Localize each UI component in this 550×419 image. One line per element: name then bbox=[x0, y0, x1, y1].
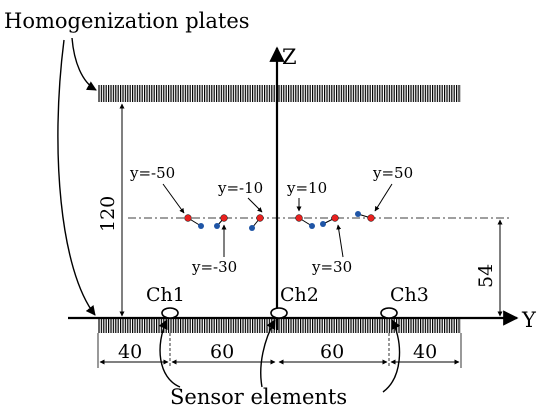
arrow-to-bottom-plate bbox=[57, 39, 96, 316]
blue-point bbox=[214, 223, 220, 229]
z-axis-label: Z bbox=[282, 45, 297, 69]
channel-label-1: Ch1 bbox=[146, 284, 185, 306]
sensor-pair-y-50 bbox=[355, 211, 375, 222]
channel-label-2: Ch2 bbox=[280, 284, 319, 306]
top-plate bbox=[98, 85, 461, 102]
sensor-pair-y-neg50 bbox=[184, 214, 204, 229]
red-point bbox=[367, 214, 375, 222]
red-point bbox=[256, 214, 264, 222]
red-point bbox=[220, 214, 228, 222]
offset-dimension-label: 54 bbox=[475, 264, 497, 288]
position-label-y-30: y=30 bbox=[311, 258, 352, 276]
sensor-leader-ch3 bbox=[382, 319, 401, 393]
sensor-leader-ch1 bbox=[158, 319, 181, 388]
sensor-pair-y-neg30 bbox=[214, 214, 228, 229]
leader-y-30 bbox=[336, 224, 344, 258]
position-label-y-neg10: y=-10 bbox=[217, 179, 263, 197]
red-point bbox=[295, 214, 303, 222]
leader-y-neg50 bbox=[162, 183, 185, 214]
channel-label-3: Ch3 bbox=[390, 284, 429, 306]
blue-point bbox=[249, 225, 255, 231]
blue-point bbox=[355, 211, 361, 217]
arrow-to-top-plate bbox=[71, 37, 97, 91]
sensor-pair-y-10 bbox=[295, 214, 315, 229]
blue-point bbox=[309, 223, 315, 229]
leader-y-50 bbox=[374, 183, 393, 212]
sensor-element-ch2 bbox=[270, 307, 288, 319]
red-point bbox=[331, 214, 339, 222]
plates-label: Homogenization plates bbox=[4, 9, 250, 33]
height-dimension-label: 120 bbox=[97, 196, 119, 232]
sensor-leader-ch2 bbox=[260, 319, 276, 388]
blue-point bbox=[320, 221, 326, 227]
sensor-elements-label: Sensor elements bbox=[170, 385, 347, 409]
blue-point bbox=[198, 223, 204, 229]
dim-label-mid-right: 60 bbox=[320, 341, 344, 363]
position-label-y-neg30: y=-30 bbox=[191, 258, 237, 276]
sensor-element-ch1 bbox=[161, 307, 179, 319]
dim-label-left: 40 bbox=[118, 341, 142, 363]
y-axis-label: Y bbox=[521, 308, 537, 332]
sensor-pair-y-neg10 bbox=[249, 214, 264, 231]
position-label-y-50: y=50 bbox=[372, 164, 413, 182]
red-point bbox=[184, 214, 192, 222]
position-label-y-10: y=10 bbox=[286, 179, 327, 197]
sensor-element-ch3 bbox=[380, 307, 398, 319]
dim-label-right: 40 bbox=[413, 341, 437, 363]
bottom-plate bbox=[98, 318, 461, 333]
position-label-y-neg50: y=-50 bbox=[129, 164, 175, 182]
leader-y-neg10 bbox=[247, 197, 263, 213]
sensor-pair-y-30 bbox=[320, 214, 339, 227]
dim-label-mid-left: 60 bbox=[210, 341, 234, 363]
